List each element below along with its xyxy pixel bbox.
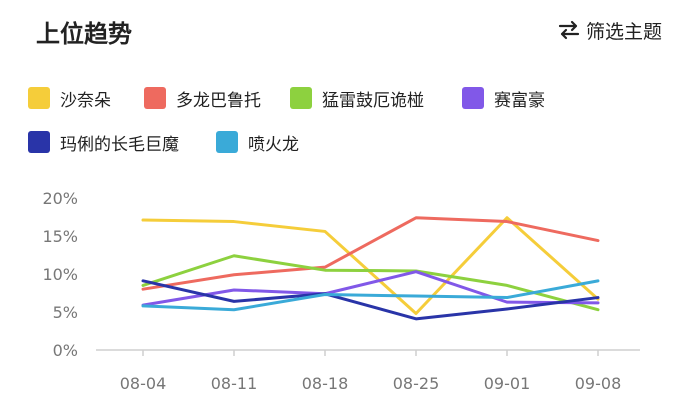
x-tick-label: 08-18 (302, 374, 349, 393)
legend-label: 玛俐的长毛巨魔 (60, 134, 179, 155)
legend-label: 沙奈朵 (60, 90, 111, 111)
legend-swatch (144, 87, 166, 109)
y-tick-label: 0% (53, 341, 78, 360)
filter-topic-label: 筛选主题 (585, 20, 662, 43)
series-line-3 (141, 270, 600, 307)
legend-item[interactable]: 猛雷鼓厄诡椪 (290, 84, 424, 112)
x-tick-label: 08-11 (211, 374, 258, 393)
legend-item[interactable]: 赛富豪 (462, 84, 545, 112)
legend-swatch (28, 87, 50, 109)
x-tick-label: 09-08 (575, 374, 622, 393)
page-title: 上位趋势 (36, 20, 132, 48)
legend-item[interactable]: 喷火龙 (216, 128, 299, 156)
legend-swatch (28, 131, 50, 153)
legend-swatch (290, 87, 312, 109)
legend-item[interactable]: 玛俐的长毛巨魔 (28, 128, 179, 156)
legend-swatch (462, 87, 484, 109)
series-line-4 (141, 279, 600, 321)
x-tick-label: 08-04 (120, 374, 167, 393)
legend-item[interactable]: 多龙巴鲁托 (144, 84, 261, 112)
series-line-0 (141, 216, 600, 316)
x-tick-label: 09-01 (484, 374, 531, 393)
filter-topic-button[interactable]: 筛选主题 (558, 16, 662, 44)
legend-label: 猛雷鼓厄诡椪 (322, 90, 424, 111)
x-tick-label: 08-25 (393, 374, 440, 393)
y-tick-label: 15% (42, 227, 78, 246)
series-line-1 (141, 216, 600, 291)
header: 上位趋势 筛选主题 (0, 0, 698, 62)
legend-item[interactable]: 沙奈朵 (28, 84, 111, 112)
legend-label: 喷火龙 (248, 134, 299, 155)
legend-label: 多龙巴鲁托 (176, 90, 261, 111)
y-tick-label: 20% (42, 189, 78, 208)
legend-label: 赛富豪 (494, 90, 545, 111)
y-tick-label: 5% (53, 303, 78, 322)
legend-swatch (216, 131, 238, 153)
y-tick-label: 10% (42, 265, 78, 284)
swap-arrows-icon (558, 20, 580, 40)
series-line-2 (141, 254, 600, 312)
series-line-5 (141, 279, 600, 312)
